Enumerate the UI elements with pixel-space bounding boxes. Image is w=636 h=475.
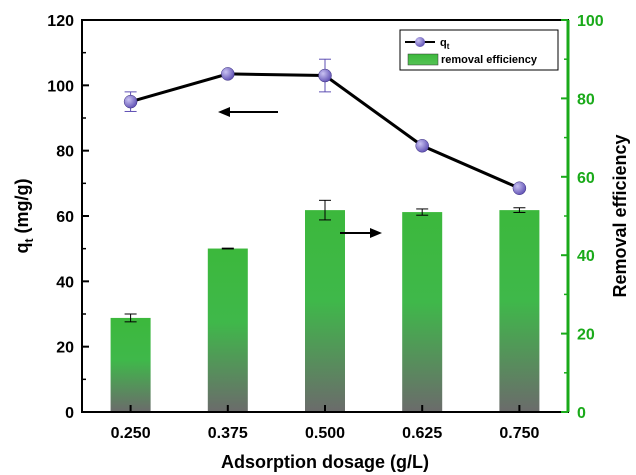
right-axis-title: Removal efficiency xyxy=(610,134,630,297)
right-tick-label: 20 xyxy=(577,327,595,344)
arrow-left-annotation xyxy=(218,107,278,117)
right-tick-label: 40 xyxy=(577,248,595,265)
bar xyxy=(402,212,443,412)
x-tick-label: 0.250 xyxy=(111,425,151,442)
left-tick-label: 100 xyxy=(47,78,74,95)
left-ticks-layer: 0 20 40 60 80 100 120 xyxy=(47,13,89,422)
left-axis-title: qt (mg/g) xyxy=(12,179,36,254)
x-tick-label: 0.375 xyxy=(208,425,248,442)
bar xyxy=(110,317,151,412)
left-tick-label: 60 xyxy=(56,209,74,226)
left-axis-title-main: q xyxy=(12,243,32,254)
legend-marker-swatch xyxy=(415,37,425,47)
x-axis-title: Adsorption dosage (g/L) xyxy=(221,452,429,472)
qt-point xyxy=(221,67,235,81)
left-tick-label: 120 xyxy=(47,13,74,30)
legend-bar-swatch xyxy=(407,53,439,66)
right-tick-label: 80 xyxy=(577,91,595,108)
bar xyxy=(207,248,248,412)
x-tick-label: 0.500 xyxy=(305,425,345,442)
bar xyxy=(499,210,540,412)
bar-errorbars-layer xyxy=(124,199,526,323)
qt-point xyxy=(123,94,138,109)
bar xyxy=(305,210,345,412)
legend-label-removal: removal efficiency xyxy=(441,54,538,66)
right-ticks-layer: 0 20 40 60 80 100 xyxy=(561,13,604,422)
markers-layer xyxy=(123,67,527,195)
x-tick-label: 0.625 xyxy=(402,425,442,442)
left-tick-label: 20 xyxy=(56,340,74,357)
legend: qt removal efficiency xyxy=(399,29,559,71)
right-tick-label: 60 xyxy=(577,170,595,187)
x-ticks-layer: 0.250 0.375 0.500 0.625 0.750 xyxy=(111,405,540,442)
bars-layer xyxy=(110,210,540,412)
left-tick-label: 80 xyxy=(56,144,74,161)
qt-point xyxy=(415,139,429,153)
left-tick-label: 0 xyxy=(65,405,74,422)
x-tick-label: 0.750 xyxy=(499,425,539,442)
qt-point xyxy=(318,68,332,83)
left-axis-title-unit: (mg/g) xyxy=(12,179,32,239)
left-axis-title-sub: t xyxy=(22,239,36,243)
qt-point xyxy=(512,181,527,195)
left-tick-label: 40 xyxy=(56,274,74,291)
legend-label-qt: qt xyxy=(440,37,450,51)
right-tick-label: 100 xyxy=(577,13,604,30)
right-tick-label: 0 xyxy=(577,405,586,422)
arrow-right-annotation xyxy=(340,228,382,238)
